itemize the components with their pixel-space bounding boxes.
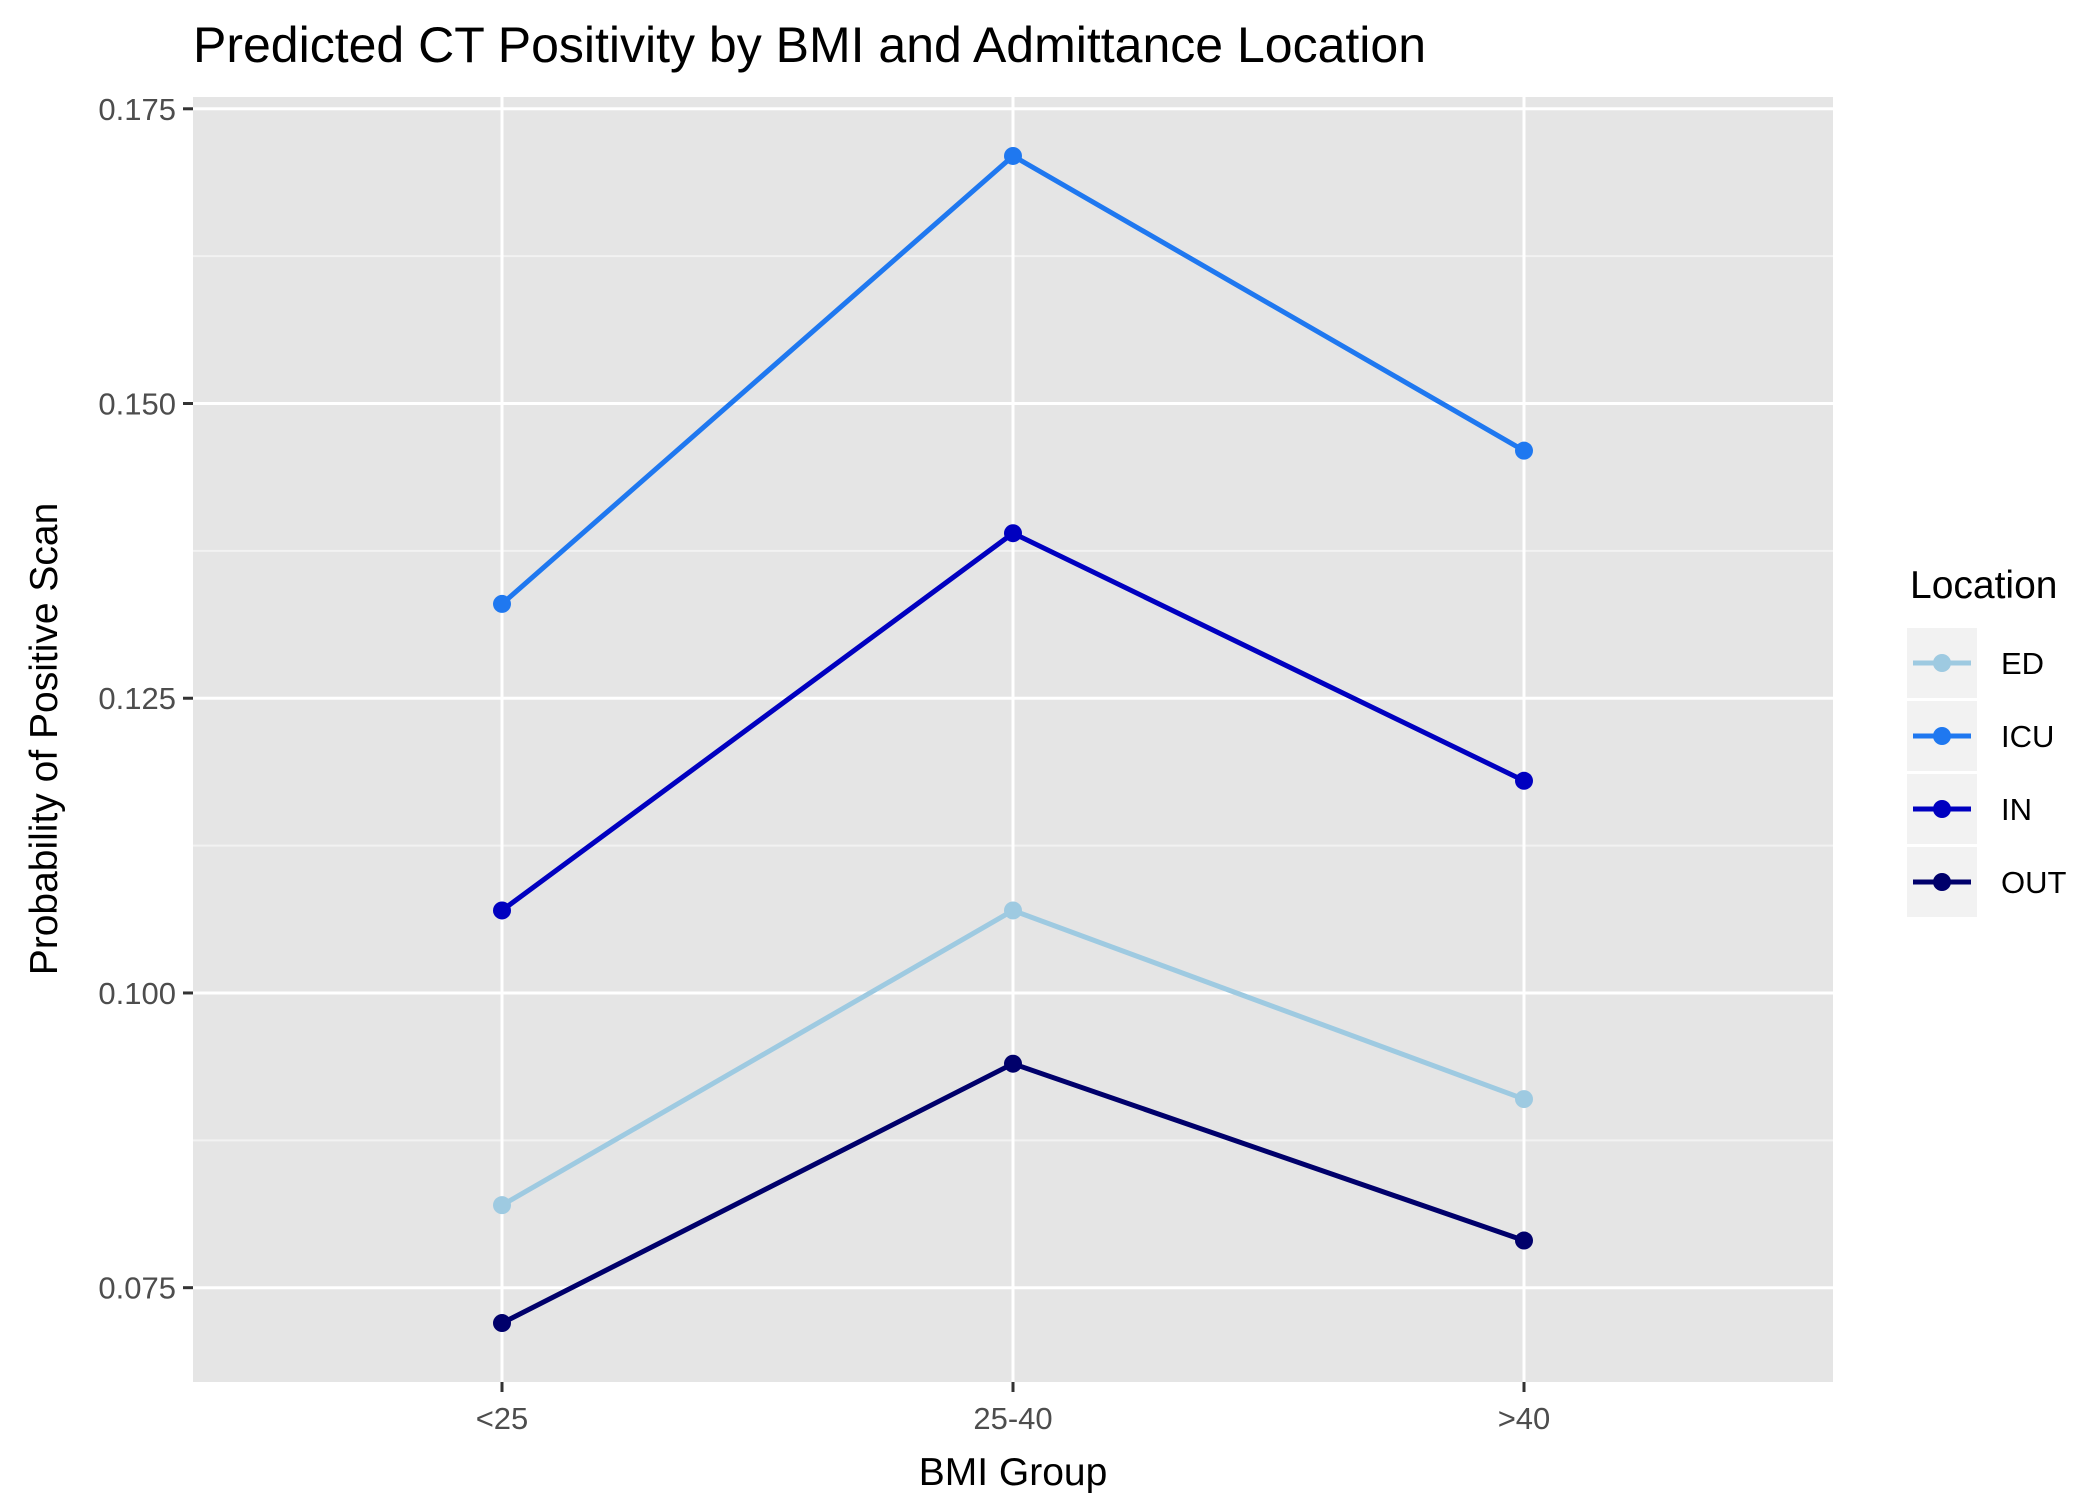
y-tick-label: 0.175 <box>98 92 176 127</box>
data-point-icu <box>1004 146 1022 165</box>
x-tick-label: >40 <box>1498 1401 1551 1436</box>
x-tick-label: 25-40 <box>973 1401 1052 1436</box>
x-axis: <25 25-40 >40 <box>476 1382 1551 1436</box>
x-axis-title: BMI Group <box>919 1451 1108 1494</box>
data-point-ed <box>493 1196 511 1215</box>
legend-label-icu: ICU <box>2001 719 2054 754</box>
legend-key-point-in <box>1933 800 1951 818</box>
legend-key-point-icu <box>1933 727 1951 745</box>
data-point-in <box>1515 771 1533 790</box>
legend-label-ed: ED <box>2001 646 2044 681</box>
y-axis-title: Probability of Positive Scan <box>23 503 66 976</box>
major-gridlines <box>193 97 1833 1382</box>
data-point-out <box>493 1314 511 1333</box>
legend-key-point-ed <box>1933 654 1951 672</box>
y-tick-label: 0.075 <box>98 1271 176 1306</box>
data-point-ed <box>1515 1090 1533 1109</box>
y-axis: 0.075 0.100 0.125 0.150 0.175 <box>98 92 193 1306</box>
legend-title: Location <box>1910 564 2057 607</box>
legend-label-out: OUT <box>2001 865 2067 900</box>
data-point-out <box>1004 1054 1022 1073</box>
data-point-icu <box>493 594 511 613</box>
legend-label-in: IN <box>2001 792 2032 827</box>
legend-items: ED ICU IN OUT <box>1907 628 2067 917</box>
legend: Location ED ICU IN OUT <box>1907 564 2067 917</box>
x-tick-label: <25 <box>476 1401 529 1436</box>
series-layer <box>493 146 1533 1333</box>
data-point-ed <box>1004 901 1022 920</box>
data-point-icu <box>1515 441 1533 460</box>
legend-key-point-out <box>1933 873 1951 891</box>
y-tick-label: 0.150 <box>98 387 176 422</box>
y-tick-label: 0.100 <box>98 976 176 1011</box>
data-point-in <box>1004 524 1022 543</box>
data-point-out <box>1515 1231 1533 1250</box>
chart-title: Predicted CT Positivity by BMI and Admit… <box>193 17 1426 73</box>
y-tick-label: 0.125 <box>98 681 176 716</box>
data-point-in <box>493 901 511 920</box>
